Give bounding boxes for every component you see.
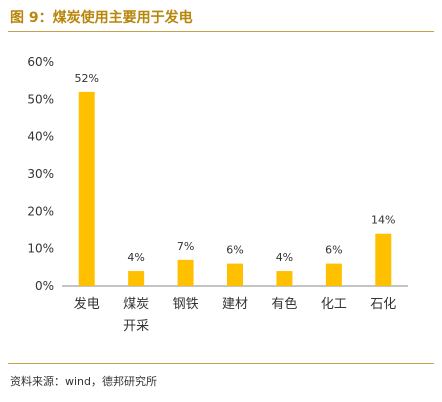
category-label: 发电 xyxy=(74,296,100,312)
y-axis: 0% 10% 20% 30% 40% 50% 60% xyxy=(27,55,54,293)
source-note: 资料来源：wind，德邦研究所 xyxy=(10,375,158,388)
bar xyxy=(325,263,342,286)
data-label: 7% xyxy=(177,240,194,253)
y-tick-label: 20% xyxy=(27,204,54,218)
data-label: 6% xyxy=(325,244,342,257)
data-label: 6% xyxy=(226,244,243,257)
title-divider xyxy=(8,31,434,32)
category-label: 建材 xyxy=(222,297,248,312)
category-label: 煤炭 xyxy=(123,297,149,312)
bar xyxy=(276,271,293,286)
data-label: 52% xyxy=(74,72,98,85)
category-label: 化工 xyxy=(321,297,347,312)
bar xyxy=(375,233,392,286)
category-label: 石化 xyxy=(370,297,396,312)
y-tick-label: 10% xyxy=(27,242,54,256)
category-label: 有色 xyxy=(271,296,297,312)
data-label: 4% xyxy=(127,251,144,264)
bar-chart: 0% 10% 20% 30% 40% 50% 60% 52% 4% 7% 6% 4% 6% 14% 发电… xyxy=(27,55,408,334)
figure-title: 图 9：煤炭使用主要用于发电 xyxy=(10,10,193,26)
category-label: 钢铁 xyxy=(173,297,199,312)
bar xyxy=(227,263,243,286)
bars xyxy=(78,91,392,286)
data-labels: 52% 4% 7% 6% 4% 6% 14% xyxy=(74,72,395,264)
bar xyxy=(177,259,194,286)
category-label-line2: 开采 xyxy=(123,319,149,334)
bar xyxy=(128,271,145,286)
y-tick-label: 60% xyxy=(27,55,54,69)
y-tick-label: 30% xyxy=(27,167,54,181)
y-tick-label: 0% xyxy=(35,279,54,293)
y-tick-label: 50% xyxy=(27,92,54,106)
data-label: 4% xyxy=(276,251,293,264)
source-divider xyxy=(8,363,434,364)
y-tick-label: 40% xyxy=(27,130,54,144)
bar xyxy=(78,91,95,286)
data-label: 14% xyxy=(371,214,395,227)
